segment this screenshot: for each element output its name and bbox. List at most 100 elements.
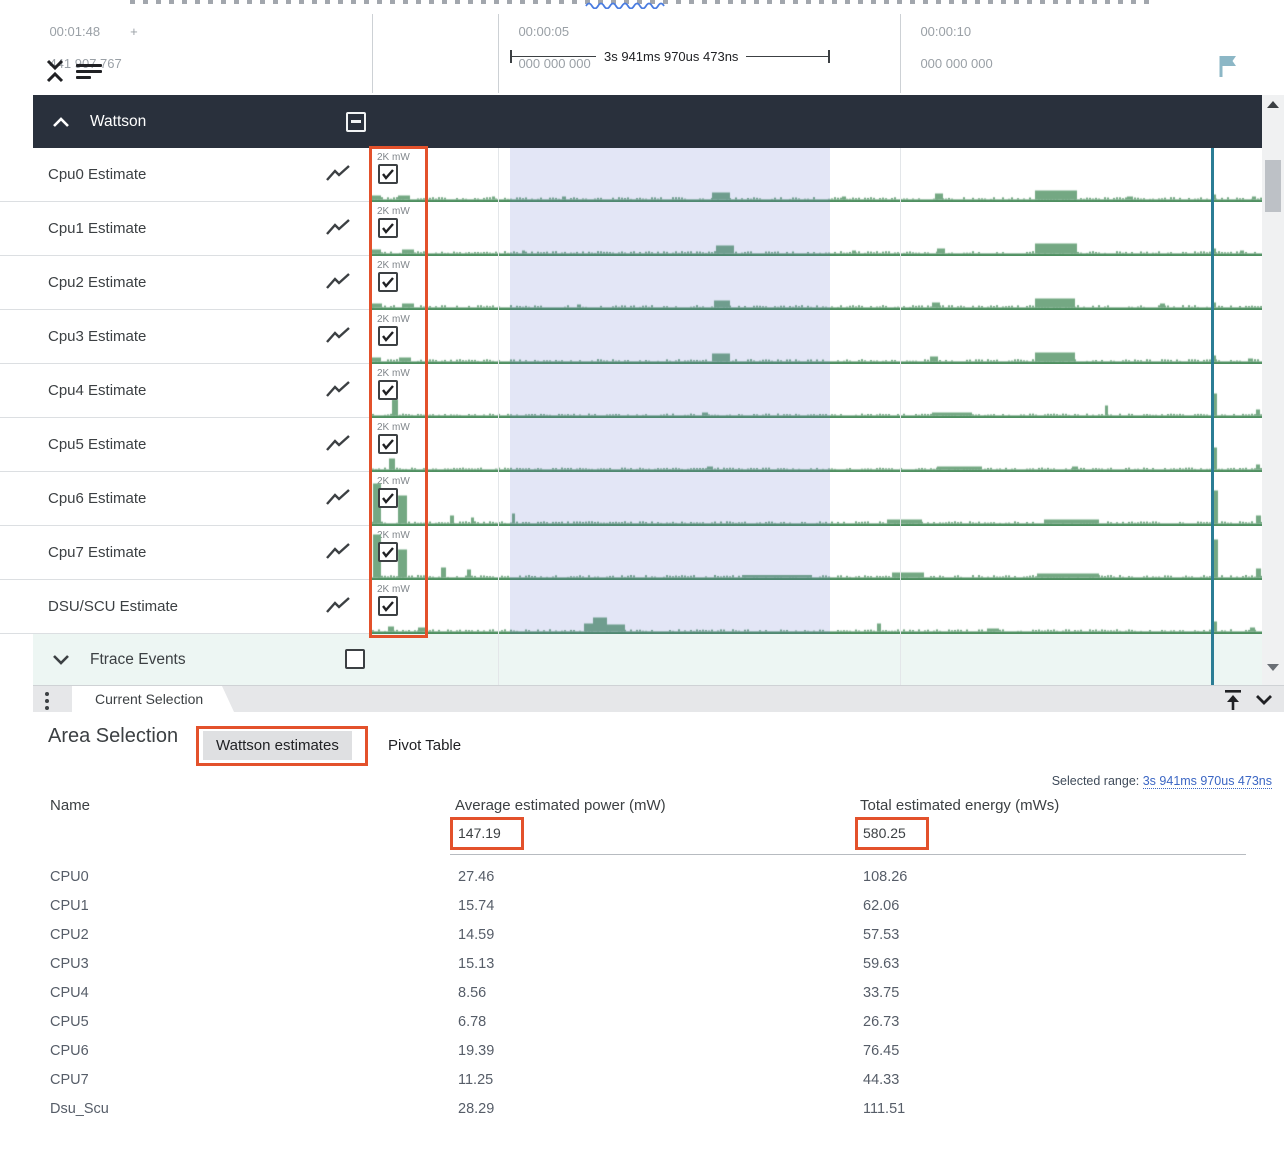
tab-pivot-table[interactable]: Pivot Table	[388, 737, 462, 754]
selected-range-link[interactable]: 3s 941ms 970us 473ns	[1142, 774, 1272, 789]
column-header-name: Name	[50, 797, 91, 814]
track-waveform[interactable]	[372, 256, 1262, 310]
row-name: CPU3	[50, 956, 89, 972]
track-row-cpu2[interactable]: 2K mW Cpu2 Estimate	[0, 256, 1284, 310]
track-waveform[interactable]	[372, 364, 1262, 418]
more-options-icon[interactable]	[45, 690, 49, 712]
chart-gridline	[498, 148, 499, 685]
selected-range-label: Selected range:	[1051, 774, 1140, 788]
row-energy: 44.33	[863, 1072, 900, 1088]
tab-wattson-estimates[interactable]: Wattson estimates	[203, 731, 352, 760]
track-checkbox[interactable]	[378, 218, 398, 238]
group-header-ftrace[interactable]: Ftrace Events	[33, 634, 1262, 685]
row-power: 15.74	[458, 898, 495, 914]
track-name: DSU/SCU Estimate	[48, 598, 179, 615]
tick-subtime: 000 000 000	[920, 56, 993, 71]
scrollbar-thumb[interactable]	[1265, 160, 1281, 212]
ruler-plus: +	[130, 24, 138, 39]
ruler-start-timestamp: 00:01:48+ 441 907 767	[35, 8, 138, 88]
row-power: 6.78	[458, 1014, 487, 1030]
track-row-cpu1[interactable]: 2K mW Cpu1 Estimate	[0, 202, 1284, 256]
row-power: 15.13	[458, 956, 495, 972]
total-avg-power: 147.19	[458, 825, 501, 841]
area-selection-overlay[interactable]	[510, 148, 830, 634]
track-waveform[interactable]	[372, 526, 1262, 580]
table-divider	[450, 854, 1246, 855]
track-checkbox[interactable]	[378, 542, 398, 562]
track-row-cpu0[interactable]: 2K mW Cpu0 Estimate	[0, 148, 1284, 202]
track-waveform[interactable]	[372, 148, 1262, 202]
group-checkbox-indeterminate[interactable]	[346, 111, 366, 132]
vertical-align-top-icon[interactable]	[1222, 689, 1244, 711]
group-title: Wattson	[90, 112, 147, 130]
flag-icon[interactable]	[1216, 53, 1240, 79]
row-name: CPU2	[50, 927, 89, 943]
column-header-avg-power: Average estimated power (mW)	[455, 797, 666, 814]
track-row-cpu7[interactable]: 2K mW Cpu7 Estimate	[0, 526, 1284, 580]
scrollbar-up-arrow[interactable]	[1267, 101, 1279, 108]
track-row-cpu3[interactable]: 2K mW Cpu3 Estimate	[0, 310, 1284, 364]
range-bracket-end-tick	[828, 50, 830, 63]
track-waveform[interactable]	[372, 580, 1262, 634]
track-checkbox[interactable]	[378, 164, 398, 184]
chart-gridline	[900, 148, 901, 685]
clipped-text-fragments	[130, 0, 1150, 4]
row-energy: 26.73	[863, 1014, 900, 1030]
chevron-up-icon[interactable]	[52, 116, 70, 128]
track-waveform[interactable]	[372, 418, 1262, 472]
show-chart-icon	[326, 273, 350, 289]
row-power: 27.46	[458, 869, 495, 885]
track-row-cpu6[interactable]: 2K mW Cpu6 Estimate	[0, 472, 1284, 526]
unfold-less-icon[interactable]	[44, 59, 66, 83]
group-header-wattson[interactable]: Wattson	[33, 95, 1262, 148]
track-row-cpu5[interactable]: 2K mW Cpu5 Estimate	[0, 418, 1284, 472]
chevron-down-icon[interactable]	[1255, 694, 1273, 706]
ruler-gridline	[498, 14, 499, 93]
row-power: 11.25	[458, 1072, 494, 1088]
track-name: Cpu4 Estimate	[48, 382, 147, 399]
range-bracket-start-tick	[510, 50, 512, 63]
track-waveform[interactable]	[372, 472, 1262, 526]
column-header-total-energy: Total estimated energy (mWs)	[860, 797, 1060, 814]
group-title: Ftrace Events	[90, 650, 186, 668]
show-chart-icon	[326, 435, 350, 451]
track-waveform[interactable]	[372, 202, 1262, 256]
chevron-down-icon[interactable]	[52, 654, 70, 666]
row-power: 14.59	[458, 927, 495, 943]
track-name: Cpu1 Estimate	[48, 220, 147, 237]
show-chart-icon	[326, 489, 350, 505]
track-checkbox[interactable]	[378, 272, 398, 292]
row-energy: 62.06	[863, 898, 900, 914]
ruler-tick-label-10s: 00:00:10 000 000 000	[906, 8, 993, 88]
row-energy: 59.63	[863, 956, 900, 972]
track-checkbox[interactable]	[378, 326, 398, 346]
track-checkbox[interactable]	[378, 434, 398, 454]
show-chart-icon	[326, 165, 350, 181]
row-energy: 111.51	[863, 1101, 906, 1117]
row-name: CPU4	[50, 985, 89, 1001]
row-name: CPU6	[50, 1043, 89, 1059]
tick-time: 00:00:05	[518, 24, 570, 39]
track-checkbox[interactable]	[378, 380, 398, 400]
ruler-gridline	[372, 14, 373, 93]
track-checkbox[interactable]	[378, 596, 398, 616]
track-row-cpu4[interactable]: 2K mW Cpu4 Estimate	[0, 364, 1284, 418]
track-name: Cpu5 Estimate	[48, 436, 147, 453]
tab-current-selection[interactable]: Current Selection	[72, 686, 234, 712]
range-bracket-label: 3s 941ms 970us 473ns	[596, 49, 747, 64]
row-energy: 76.45	[863, 1043, 900, 1059]
scrollbar-down-arrow[interactable]	[1267, 664, 1279, 671]
group-checkbox-unchecked[interactable]	[345, 649, 365, 669]
track-checkbox[interactable]	[378, 488, 398, 508]
show-chart-icon	[326, 597, 350, 613]
track-waveform[interactable]	[372, 310, 1262, 364]
bottom-panel-tabbar: Current Selection	[33, 685, 1284, 712]
ruler-gridline	[900, 14, 901, 93]
track-row-dsu-scu[interactable]: 2K mW DSU/SCU Estimate	[0, 580, 1284, 634]
track-filter-icon[interactable]	[76, 64, 102, 83]
vertical-scrollbar[interactable]	[1262, 95, 1284, 685]
tick-time: 00:00:10	[920, 24, 972, 39]
track-name: Cpu7 Estimate	[48, 544, 147, 561]
show-chart-icon	[326, 381, 350, 397]
